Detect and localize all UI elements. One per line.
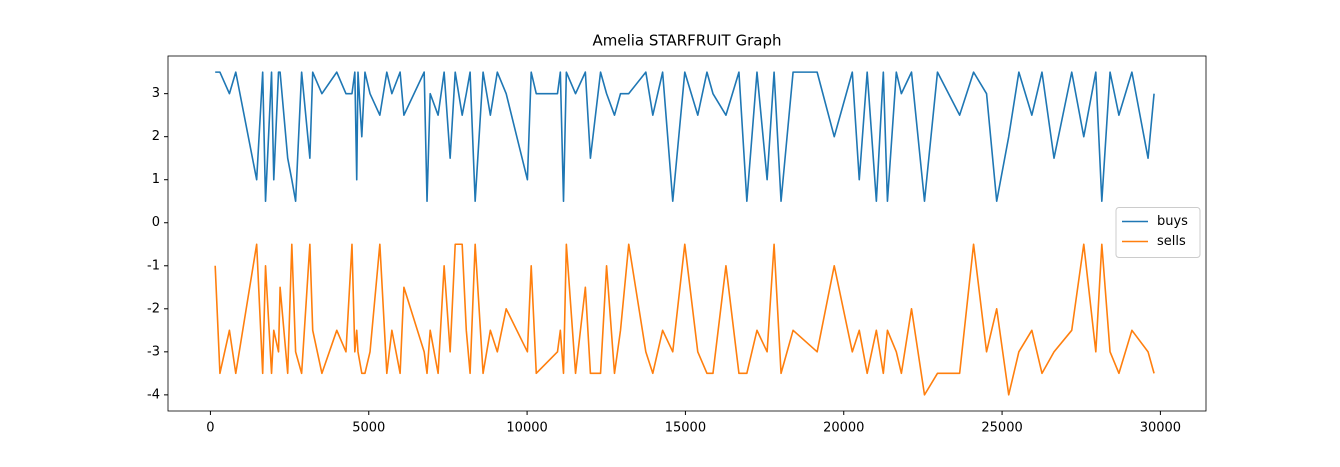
x-tick-label: 10000 bbox=[506, 421, 547, 436]
chart-title: Amelia STARFRUIT Graph bbox=[593, 32, 782, 50]
y-tick-label: 0 bbox=[152, 215, 160, 230]
y-tick-label: -2 bbox=[147, 301, 160, 316]
x-tick-label: 25000 bbox=[981, 421, 1022, 436]
legend-label: buys bbox=[1157, 214, 1188, 229]
line-series bbox=[215, 71, 1155, 203]
legend-box bbox=[1115, 207, 1201, 258]
x-tick-label: 5000 bbox=[352, 421, 385, 436]
x-tick-label: 20000 bbox=[823, 421, 864, 436]
y-tick-label: -4 bbox=[147, 387, 160, 402]
x-tick-label: 0 bbox=[206, 421, 214, 436]
y-tick-label: 3 bbox=[152, 86, 160, 101]
y-tick-label: -3 bbox=[147, 344, 160, 359]
y-tick-label: 2 bbox=[152, 129, 160, 144]
legend-label: sells bbox=[1157, 234, 1186, 249]
y-tick-label: 1 bbox=[152, 172, 160, 187]
line-series bbox=[214, 243, 1155, 396]
x-tick-label: 15000 bbox=[665, 421, 706, 436]
plot-frame bbox=[167, 55, 1207, 412]
x-tick-label: 30000 bbox=[1140, 421, 1181, 436]
y-tick-label: -1 bbox=[147, 258, 160, 273]
